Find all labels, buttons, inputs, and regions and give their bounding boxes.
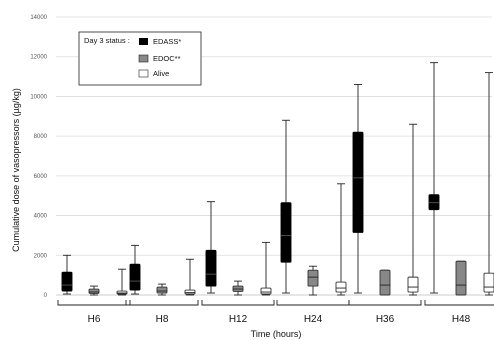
box-body: [483, 272, 494, 293]
box-edoc-h12: [232, 280, 244, 296]
category-label-h12: H12: [229, 314, 248, 325]
box-body: [407, 276, 419, 293]
box-alive-h36: [407, 123, 419, 296]
y-tick-label: 8000: [34, 134, 48, 140]
box-body: [129, 263, 141, 291]
box-body: [280, 202, 292, 263]
box-edass-h8: [129, 244, 141, 295]
legend-title: Day 3 status :: [84, 36, 130, 45]
box-body: [61, 271, 73, 292]
box-edass-h12: [205, 201, 217, 294]
box-edoc-h6: [88, 285, 100, 296]
box-series: [61, 62, 494, 296]
box-body: [205, 249, 217, 287]
box-edoc-h24: [307, 265, 319, 296]
box-edass-h36: [352, 84, 364, 294]
box-body: [455, 260, 467, 296]
box-edoc-h48: [455, 260, 467, 296]
x-axis-label: Time (hours): [251, 329, 302, 339]
y-tick-label: 4000: [34, 214, 48, 220]
box-edass-h24: [280, 119, 292, 294]
box-alive-h12: [260, 241, 272, 296]
category-label-h8: H8: [156, 314, 169, 325]
y-tick-label: 10000: [30, 94, 47, 100]
legend-label-alive: Alive: [153, 69, 169, 78]
bracket-h36: [348, 300, 422, 306]
y-axis-label: Cumulative dose of vasopressors (µg/kg): [11, 88, 21, 252]
y-tick-label: 12000: [30, 55, 47, 61]
legend-label-edoc: EDOC**: [153, 54, 181, 63]
box-body: [260, 287, 272, 295]
box-edass-h6: [61, 254, 73, 295]
legend-swatch-edass: [139, 38, 148, 45]
bracket-h8: [125, 300, 199, 306]
box-alive-h48: [483, 72, 494, 296]
box-edass-h48: [428, 62, 440, 294]
y-tick-label: 6000: [34, 174, 48, 180]
legend-label-edass: EDASS*: [153, 37, 181, 46]
box-edoc-h36: [379, 269, 391, 296]
y-tick-label: 14000: [30, 15, 47, 21]
box-alive-h8: [184, 258, 196, 296]
bracket-h12: [201, 300, 275, 306]
bracket-h6: [57, 300, 131, 306]
box-body: [184, 289, 196, 295]
box-body: [307, 269, 319, 287]
box-body: [88, 288, 100, 294]
legend-swatch-edoc: [138, 54, 149, 63]
box-alive-h6: [116, 268, 128, 296]
y-tick-label: 2000: [34, 253, 48, 259]
category-label-h36: H36: [376, 314, 395, 325]
category-label-h24: H24: [304, 314, 323, 325]
category-label-h48: H48: [452, 314, 471, 325]
box-body: [116, 290, 128, 295]
category-label-h6: H6: [88, 314, 101, 325]
group-brackets: H6 H8 H12 H24 H36 H48: [57, 300, 494, 325]
box-body: [379, 269, 391, 296]
y-axis-ticks: 0 2000 4000 6000 8000 10000 12000 14000: [30, 15, 47, 299]
box-body: [352, 131, 364, 233]
y-tick-label: 0: [44, 293, 48, 299]
box-body: [156, 286, 168, 294]
box-body: [335, 281, 347, 293]
bracket-h24: [276, 300, 350, 306]
legend: Day 3 status : EDASS* EDOC** Alive: [78, 31, 202, 86]
legend-swatch-alive: [138, 69, 149, 78]
box-edoc-h8: [156, 283, 168, 296]
box-alive-h24: [335, 183, 347, 296]
box-body: [428, 194, 440, 211]
bracket-h48: [424, 300, 494, 306]
